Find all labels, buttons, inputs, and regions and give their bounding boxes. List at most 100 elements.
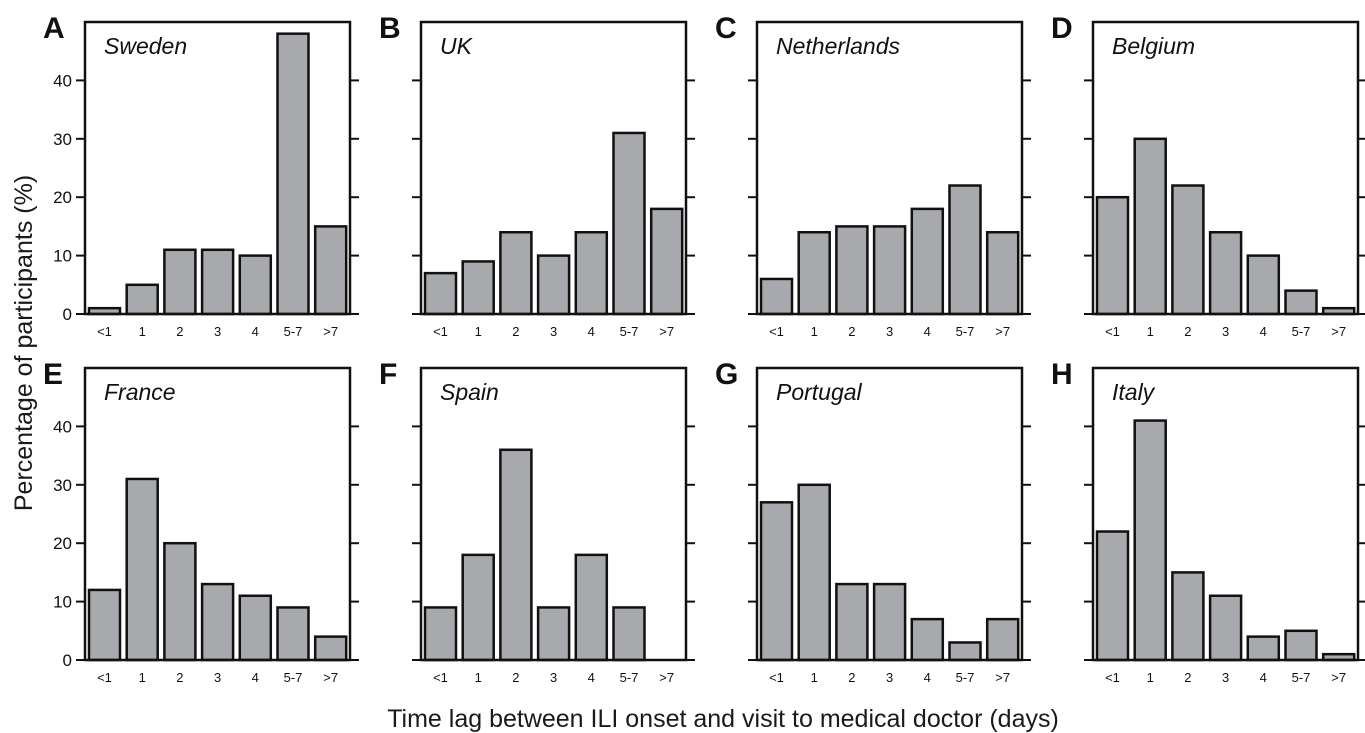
x-tick-label: 3 [550,670,557,685]
panel-a: <1 1 2 3 4 5-7 >7 0 10 20 30 40 A Sweden [43,12,359,339]
bar-e-6 [313,635,348,662]
x-tick-label: >7 [995,324,1010,339]
x-tick-label: 1 [1147,670,1154,685]
panel-d: <1 1 2 3 4 5-7 >7 D Belgium [1051,12,1365,339]
bar-h-5 [1284,629,1318,662]
panel-c: <1 1 2 3 4 5-7 >7 C Netherlands [715,12,1031,339]
y-tick-label: 0 [63,305,72,324]
x-tick-label: 1 [475,670,482,685]
bar-c-4 [910,207,945,316]
bar-a-2 [163,248,197,316]
bar-d-1 [1133,137,1167,316]
bar-d-4 [1246,254,1281,316]
bar-b-2 [499,230,533,316]
bar-h-0 [1095,530,1130,662]
bar-c-2 [835,225,869,316]
x-tick-label: 4 [252,670,259,685]
x-tick-label: 5-7 [956,324,975,339]
bar-g-5 [948,641,982,662]
x-tick-label: 2 [848,670,855,685]
bar-h-3 [1208,594,1243,662]
x-tick-label: 1 [139,324,146,339]
panel-h: <1 1 2 3 4 5-7 >7 H Italy [1051,358,1365,685]
x-tick-label: <1 [1105,670,1120,685]
bar-a-3 [200,248,235,316]
panel-letter: G [715,358,738,391]
panel-title: Spain [440,379,499,405]
x-tick-label: 3 [886,324,893,339]
x-tick-label: 2 [176,670,183,685]
bar-a-1 [125,283,159,316]
y-tick-label: 30 [53,476,72,495]
panel-letter: B [379,12,401,45]
bar-f-1 [461,553,495,662]
x-tick-label: 5-7 [284,670,303,685]
bar-e-1 [125,477,159,662]
panel-title: UK [440,33,474,59]
panel-f: <1 1 2 3 4 5-7 >7 F Spain [379,358,695,685]
panel-title: Italy [1112,379,1156,405]
x-tick-label: 4 [588,670,595,685]
y-tick-label: 10 [53,593,72,612]
y-tick-label: 40 [53,71,72,90]
panel-title: Belgium [1112,33,1195,59]
panel-g: <1 1 2 3 4 5-7 >7 G Portugal [715,358,1031,685]
x-tick-label: 2 [1184,324,1191,339]
bar-g-6 [985,617,1020,662]
x-tick-label: 4 [924,670,931,685]
panel-title: Portugal [776,379,863,405]
x-tick-label: 4 [588,324,595,339]
x-tick-label: 4 [924,324,931,339]
bar-d-5 [1284,289,1318,316]
bar-f-0 [423,606,458,662]
panel-b: <1 1 2 3 4 5-7 >7 B UK [379,12,695,339]
panel-letter: C [715,12,737,45]
bar-e-2 [163,541,197,662]
panel-letter: D [1051,12,1073,45]
x-tick-label: <1 [433,324,448,339]
bar-f-5 [612,606,646,662]
x-tick-label: >7 [659,324,674,339]
x-tick-label: >7 [995,670,1010,685]
y-tick-label: 0 [63,651,72,670]
panel-frame [755,366,1024,662]
bar-g-4 [910,617,945,662]
x-tick-label: <1 [769,324,784,339]
bar-d-3 [1208,230,1243,316]
panel-frame [1091,20,1360,316]
x-tick-label: >7 [1331,670,1346,685]
y-tick-label: 20 [53,534,72,553]
bar-f-3 [536,606,571,662]
bar-f-2 [499,448,533,662]
panel-letter: H [1051,358,1073,391]
y-tick-label: 40 [53,417,72,436]
bar-g-3 [872,582,907,662]
panel-letter: F [379,358,397,391]
bar-d-2 [1171,184,1205,316]
bar-h-4 [1246,635,1281,662]
panel-title: Netherlands [776,33,901,59]
bar-e-5 [276,606,310,662]
x-tick-label: >7 [1331,324,1346,339]
panel-frame [83,20,352,316]
x-tick-label: >7 [659,670,674,685]
panel-title: France [104,379,176,405]
x-tick-label: 1 [811,324,818,339]
panel-letter: A [43,12,65,45]
y-tick-label: 30 [53,130,72,149]
x-tick-label: 5-7 [620,670,639,685]
x-tick-label: >7 [323,324,338,339]
x-tick-label: 4 [252,324,259,339]
x-tick-label: <1 [1105,324,1120,339]
bar-a-4 [238,254,273,316]
bar-a-6 [313,225,348,316]
x-tick-label: 5-7 [620,324,639,339]
x-tick-label: 3 [1222,324,1229,339]
bar-a-5 [276,32,310,316]
panel-title: Sweden [104,33,187,59]
x-tick-label: <1 [97,670,112,685]
panel-letter: E [43,358,63,391]
bar-f-4 [574,553,609,662]
bar-b-4 [574,230,609,316]
x-tick-label: 2 [512,324,519,339]
